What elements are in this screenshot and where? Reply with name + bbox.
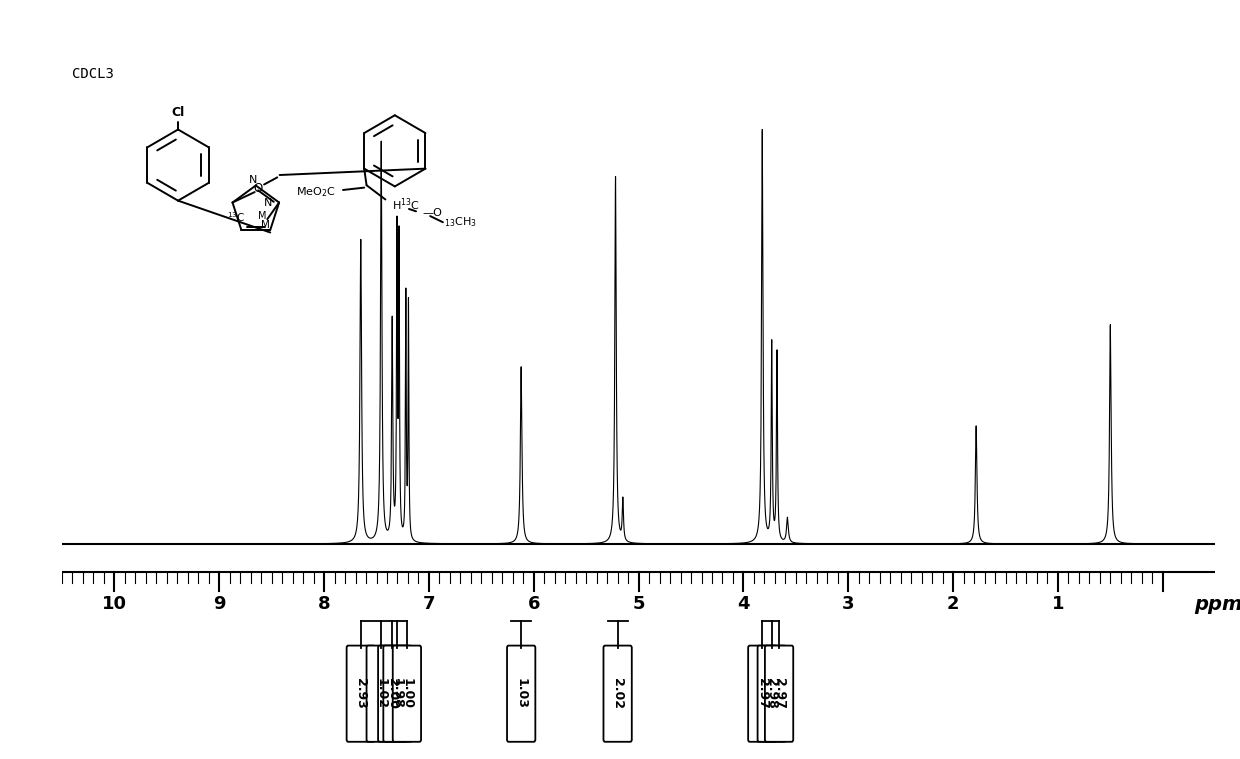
FancyBboxPatch shape [347, 646, 374, 742]
Text: MeO$_2$C: MeO$_2$C [296, 185, 336, 200]
Text: 7: 7 [423, 595, 435, 613]
FancyBboxPatch shape [383, 646, 412, 742]
Text: —O: —O [422, 208, 441, 218]
Text: M: M [260, 220, 269, 230]
Text: 2.93: 2.93 [355, 679, 367, 709]
Text: 10: 10 [102, 595, 126, 613]
Text: 6: 6 [527, 595, 539, 613]
Text: $^{13}$C: $^{13}$C [227, 210, 246, 225]
Text: M: M [258, 211, 267, 221]
Text: 1.02: 1.02 [374, 679, 387, 709]
Text: 9: 9 [213, 595, 226, 613]
Text: 3: 3 [842, 595, 854, 613]
Text: 2.98: 2.98 [765, 679, 779, 709]
FancyBboxPatch shape [758, 646, 786, 742]
Text: ppm: ppm [1194, 595, 1240, 614]
Text: 1.00: 1.00 [401, 679, 413, 709]
FancyBboxPatch shape [765, 646, 794, 742]
FancyBboxPatch shape [378, 646, 407, 742]
FancyBboxPatch shape [507, 646, 536, 742]
Text: 1: 1 [1052, 595, 1064, 613]
FancyBboxPatch shape [393, 646, 422, 742]
FancyBboxPatch shape [367, 646, 394, 742]
Text: 2: 2 [947, 595, 960, 613]
Text: H$^{13}$C: H$^{13}$C [393, 197, 420, 213]
Text: N: N [264, 197, 272, 207]
Text: N: N [249, 175, 258, 185]
Text: 2.97: 2.97 [773, 679, 786, 709]
Text: O: O [254, 182, 263, 195]
Text: 2.02: 2.02 [611, 679, 624, 709]
FancyBboxPatch shape [604, 646, 632, 742]
Text: Cl: Cl [171, 106, 185, 119]
Text: CDCL3: CDCL3 [72, 68, 114, 81]
Text: 2.97: 2.97 [756, 679, 769, 709]
Text: 2.00: 2.00 [386, 679, 399, 709]
Text: 5: 5 [632, 595, 645, 613]
Text: 8: 8 [317, 595, 330, 613]
Text: $_{13}$CH$_3$: $_{13}$CH$_3$ [444, 216, 477, 229]
Text: 1.03: 1.03 [515, 679, 528, 709]
Text: 4: 4 [738, 595, 750, 613]
Text: 1.98: 1.98 [391, 679, 404, 709]
FancyBboxPatch shape [748, 646, 776, 742]
